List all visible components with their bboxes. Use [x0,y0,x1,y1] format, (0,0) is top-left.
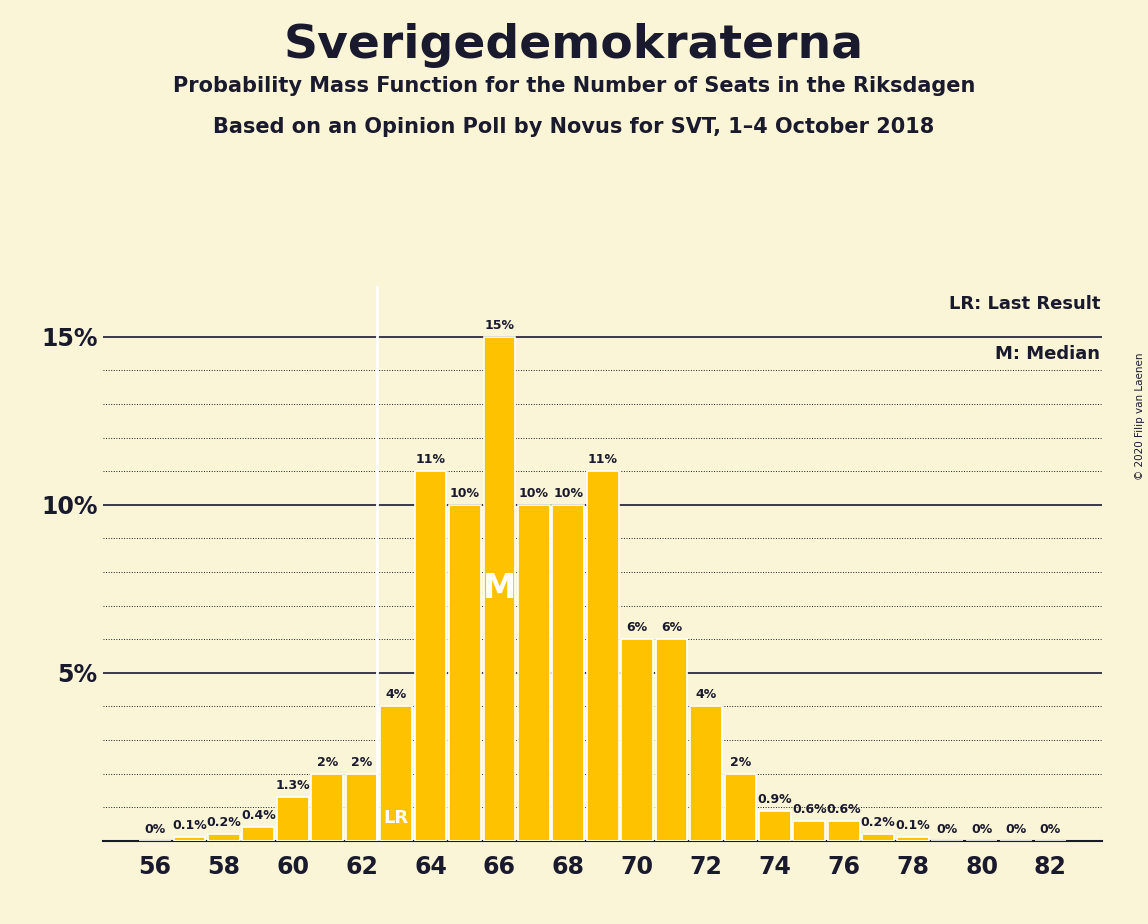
Text: 0.4%: 0.4% [241,809,276,822]
Bar [897,837,929,841]
Text: Sverigedemokraterna: Sverigedemokraterna [284,23,864,68]
Bar [414,471,447,841]
Text: 0%: 0% [937,822,957,836]
Bar [449,505,481,841]
Text: 0.2%: 0.2% [207,816,241,829]
Bar [621,639,653,841]
Text: 0.2%: 0.2% [861,816,895,829]
Text: M: Median: M: Median [995,345,1100,362]
Bar [518,505,550,841]
Text: 6%: 6% [661,621,682,634]
Bar [242,827,274,841]
Text: 1.3%: 1.3% [276,779,310,792]
Bar [277,797,309,841]
Text: © 2020 Filip van Laenen: © 2020 Filip van Laenen [1135,352,1145,480]
Bar [380,707,412,841]
Text: 0.1%: 0.1% [172,820,207,833]
Text: 11%: 11% [416,453,445,467]
Text: LR: LR [383,809,408,827]
Bar [759,810,791,841]
Bar [656,639,688,841]
Text: 0%: 0% [971,822,992,836]
Text: 2%: 2% [351,756,372,769]
Text: 0.1%: 0.1% [895,820,930,833]
Bar [724,773,757,841]
Text: 2%: 2% [730,756,751,769]
Text: 10%: 10% [553,487,583,500]
Text: 2%: 2% [317,756,338,769]
Text: 4%: 4% [696,688,716,701]
Text: M: M [483,572,515,605]
Text: 0%: 0% [1006,822,1026,836]
Text: 0%: 0% [1040,822,1061,836]
Bar [690,707,722,841]
Text: Based on an Opinion Poll by Novus for SVT, 1–4 October 2018: Based on an Opinion Poll by Novus for SV… [214,117,934,138]
Text: 0%: 0% [145,822,165,836]
Text: 10%: 10% [450,487,480,500]
Text: 11%: 11% [588,453,618,467]
Bar [346,773,378,841]
Bar [862,834,894,841]
Bar [311,773,343,841]
Text: Probability Mass Function for the Number of Seats in the Riksdagen: Probability Mass Function for the Number… [173,76,975,96]
Bar [208,834,240,841]
Text: LR: Last Result: LR: Last Result [948,295,1100,312]
Bar [173,837,205,841]
Bar [552,505,584,841]
Bar [483,337,515,841]
Text: 10%: 10% [519,487,549,500]
Bar [793,821,825,841]
Bar [587,471,619,841]
Text: 0.9%: 0.9% [758,793,792,806]
Text: 6%: 6% [627,621,647,634]
Text: 4%: 4% [386,688,406,701]
Text: 0.6%: 0.6% [827,803,861,816]
Text: 15%: 15% [484,319,514,332]
Text: 0.6%: 0.6% [792,803,827,816]
Bar [828,821,860,841]
